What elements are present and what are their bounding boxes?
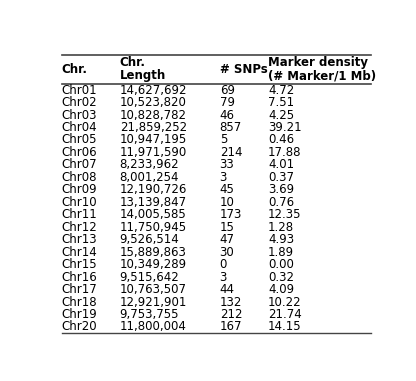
Text: 39.21: 39.21 <box>268 121 302 134</box>
Text: # SNPs: # SNPs <box>220 63 267 76</box>
Text: Chr16: Chr16 <box>62 271 97 283</box>
Text: 10,523,820: 10,523,820 <box>120 96 187 109</box>
Text: 10,763,507: 10,763,507 <box>120 283 187 296</box>
Text: 44: 44 <box>220 283 235 296</box>
Text: 30: 30 <box>220 246 234 259</box>
Text: Chr15: Chr15 <box>62 258 97 271</box>
Text: 47: 47 <box>220 233 235 246</box>
Text: 5: 5 <box>220 133 227 146</box>
Text: 11,971,590: 11,971,590 <box>120 146 187 159</box>
Text: 15,889,863: 15,889,863 <box>120 246 187 259</box>
Text: 212: 212 <box>220 308 242 321</box>
Text: 14,005,585: 14,005,585 <box>120 208 186 221</box>
Text: Chr11: Chr11 <box>62 208 97 221</box>
Text: 14.15: 14.15 <box>268 320 302 333</box>
Text: 21,859,252: 21,859,252 <box>120 121 187 134</box>
Text: 13,139,847: 13,139,847 <box>120 196 187 209</box>
Text: 10: 10 <box>220 196 235 209</box>
Text: 7.51: 7.51 <box>268 96 294 109</box>
Text: 4.09: 4.09 <box>268 283 294 296</box>
Text: 132: 132 <box>220 296 242 309</box>
Text: 17.88: 17.88 <box>268 146 302 159</box>
Text: 33: 33 <box>220 158 234 171</box>
Text: 9,526,514: 9,526,514 <box>120 233 179 246</box>
Text: 8,233,962: 8,233,962 <box>120 158 179 171</box>
Text: Chr05: Chr05 <box>62 133 97 146</box>
Text: 45: 45 <box>220 183 235 196</box>
Text: Chr19: Chr19 <box>62 308 97 321</box>
Text: 1.28: 1.28 <box>268 221 294 234</box>
Text: 10,947,195: 10,947,195 <box>120 133 187 146</box>
Text: 12.35: 12.35 <box>268 208 302 221</box>
Text: 167: 167 <box>220 320 242 333</box>
Text: 3.69: 3.69 <box>268 183 294 196</box>
Text: Chr18: Chr18 <box>62 296 97 309</box>
Text: 1.89: 1.89 <box>268 246 294 259</box>
Text: 46: 46 <box>220 109 235 122</box>
Text: 857: 857 <box>220 121 242 134</box>
Text: Chr20: Chr20 <box>62 320 97 333</box>
Text: 11,750,945: 11,750,945 <box>120 221 187 234</box>
Text: Chr.: Chr. <box>62 63 88 76</box>
Text: 3: 3 <box>220 171 227 184</box>
Text: Chr13: Chr13 <box>62 233 97 246</box>
Text: 0.76: 0.76 <box>268 196 294 209</box>
Text: 8,001,254: 8,001,254 <box>120 171 179 184</box>
Text: 9,515,642: 9,515,642 <box>120 271 179 283</box>
Text: 11,800,004: 11,800,004 <box>120 320 187 333</box>
Text: 0: 0 <box>220 258 227 271</box>
Text: 10,349,289: 10,349,289 <box>120 258 187 271</box>
Text: Chr01: Chr01 <box>62 83 97 97</box>
Text: Chr.: Chr. <box>120 56 146 69</box>
Text: 15: 15 <box>220 221 235 234</box>
Text: 0.46: 0.46 <box>268 133 294 146</box>
Text: 14,627,692: 14,627,692 <box>120 83 187 97</box>
Text: 79: 79 <box>220 96 235 109</box>
Text: 0.37: 0.37 <box>268 171 294 184</box>
Text: Chr06: Chr06 <box>62 146 97 159</box>
Text: 214: 214 <box>220 146 242 159</box>
Text: 10,828,782: 10,828,782 <box>120 109 187 122</box>
Text: 173: 173 <box>220 208 242 221</box>
Text: Chr17: Chr17 <box>62 283 97 296</box>
Text: 9,753,755: 9,753,755 <box>120 308 179 321</box>
Text: 21.74: 21.74 <box>268 308 302 321</box>
Text: Chr12: Chr12 <box>62 221 97 234</box>
Text: Chr02: Chr02 <box>62 96 97 109</box>
Text: Chr04: Chr04 <box>62 121 97 134</box>
Text: 4.72: 4.72 <box>268 83 294 97</box>
Text: Chr07: Chr07 <box>62 158 97 171</box>
Text: Marker density: Marker density <box>268 56 368 69</box>
Text: Length: Length <box>120 69 166 82</box>
Text: 3: 3 <box>220 271 227 283</box>
Text: 4.93: 4.93 <box>268 233 294 246</box>
Text: 4.01: 4.01 <box>268 158 294 171</box>
Text: 0.00: 0.00 <box>268 258 294 271</box>
Text: Chr08: Chr08 <box>62 171 97 184</box>
Text: 69: 69 <box>220 83 235 97</box>
Text: Chr14: Chr14 <box>62 246 97 259</box>
Text: Chr09: Chr09 <box>62 183 97 196</box>
Text: 12,921,901: 12,921,901 <box>120 296 187 309</box>
Text: 10.22: 10.22 <box>268 296 302 309</box>
Text: 12,190,726: 12,190,726 <box>120 183 187 196</box>
Text: (# Marker/1 Mb): (# Marker/1 Mb) <box>268 69 376 82</box>
Text: Chr03: Chr03 <box>62 109 97 122</box>
Text: Chr10: Chr10 <box>62 196 97 209</box>
Text: 4.25: 4.25 <box>268 109 294 122</box>
Text: 0.32: 0.32 <box>268 271 294 283</box>
